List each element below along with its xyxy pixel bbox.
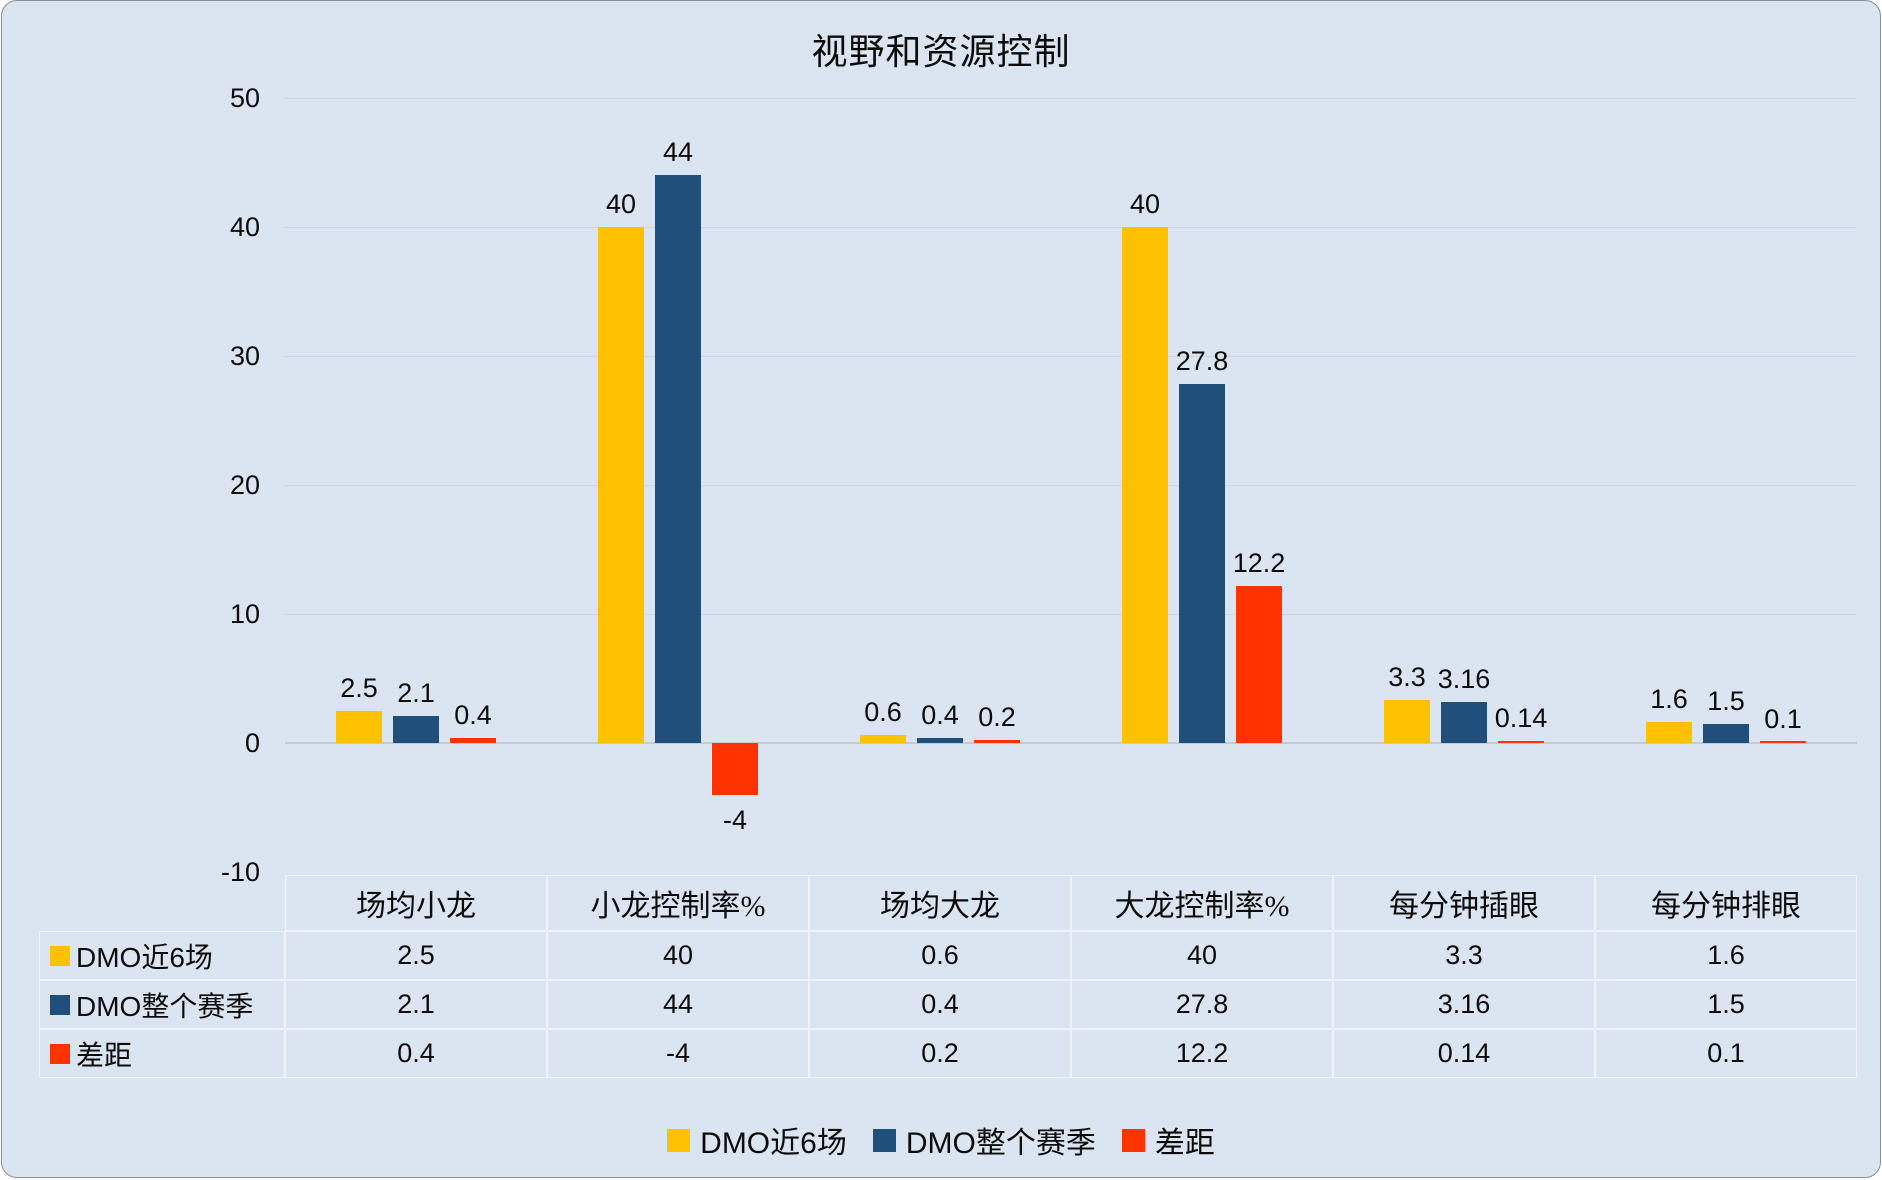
table-cell: 44: [547, 980, 809, 1029]
bar-value-label: 0.4: [921, 699, 959, 730]
bar-value-label: 40: [1129, 189, 1161, 219]
bar: [1441, 702, 1487, 743]
gridline: [285, 742, 1857, 744]
table-cell: 1.6: [1595, 931, 1857, 980]
legend-item: DMO近6场: [667, 1118, 847, 1162]
bar: [1703, 723, 1749, 743]
series-label: DMO整个赛季: [76, 990, 254, 1022]
table-cell: 40: [547, 931, 809, 980]
bar-value-label: 1.6: [1650, 684, 1688, 715]
series-label: 差距: [76, 1039, 133, 1071]
bar-value-label: 12.2: [1232, 547, 1286, 578]
table-cell: 0.1: [1595, 1029, 1857, 1078]
series-swatch: [50, 1043, 70, 1064]
bar-value-label: 0.4: [454, 699, 492, 730]
series-swatch: [50, 994, 70, 1015]
plot-area: 50 40 30 20 10 0 -10 2.5 2.1 0.4 40 44 -4 0.6 0.4 0.2 40…: [221, 83, 1857, 887]
bar: [860, 735, 906, 743]
bar-value-label: 0.6: [864, 697, 902, 728]
table-cell: 12.2: [1071, 1029, 1333, 1078]
table-header-cell: 每分钟插眼: [1333, 875, 1595, 931]
bar: [1498, 741, 1544, 743]
legend-swatch: [872, 1128, 896, 1152]
legend-item: DMO整个赛季: [872, 1118, 1096, 1162]
bar: [917, 737, 963, 743]
data-table: 场均小龙 小龙控制率% 场均大龙 大龙控制率% 每分钟插眼 每分钟排眼 DMO近6场 2.5 4…: [39, 875, 1857, 1078]
legend-label: DMO近6场: [700, 1127, 847, 1160]
legend-item: 差距: [1121, 1118, 1215, 1162]
gridline: [285, 98, 1857, 99]
table-header-cell: 场均大龙: [809, 875, 1071, 931]
legend-label: 差距: [1154, 1127, 1215, 1160]
bar-value-label: 2.5: [340, 672, 378, 703]
table-corner-cell: [39, 875, 285, 931]
y-tick-label: 50: [229, 83, 260, 113]
y-tick-label: 20: [229, 470, 260, 500]
series-swatch: [50, 945, 70, 966]
bar-value-label: 3.16: [1437, 664, 1491, 695]
bar: [598, 227, 644, 743]
table-cell: 0.2: [809, 1029, 1071, 1078]
bar-value-label: 44: [662, 137, 694, 168]
table-cell: 0.14: [1333, 1029, 1595, 1078]
bar-value-label: 0.14: [1494, 703, 1548, 734]
bar: [1646, 722, 1692, 743]
bar-value-label: 0.2: [978, 702, 1016, 733]
y-tick-label: 30: [229, 341, 260, 371]
legend-label: DMO整个赛季: [905, 1127, 1096, 1160]
table-cell: -4: [547, 1029, 809, 1078]
y-tick-label: -10: [220, 857, 260, 887]
legend-swatch: [667, 1128, 691, 1152]
table-header-cell: 小龙控制率%: [547, 875, 809, 931]
legend: DMO近6场 DMO整个赛季 差距: [2, 1115, 1880, 1165]
bar-value-label: 2.1: [397, 677, 435, 708]
table-cell: 3.16: [1333, 980, 1595, 1029]
table-cell: 0.4: [285, 1029, 547, 1078]
table-cell: 0.4: [809, 980, 1071, 1029]
y-tick-label: 10: [229, 599, 260, 629]
bar-value-label: 27.8: [1175, 346, 1229, 377]
series-label-cell: DMO整个赛季: [39, 980, 285, 1029]
table-cell: 2.5: [285, 931, 547, 980]
y-tick-label: 0: [244, 728, 260, 758]
bar-value-label: -4: [722, 804, 748, 835]
table-header-cell: 每分钟排眼: [1595, 875, 1857, 931]
bar-value-label: 0.1: [1764, 703, 1802, 734]
table-cell: 2.1: [285, 980, 547, 1029]
gridline: [285, 227, 1857, 228]
table-cell: 40: [1071, 931, 1333, 980]
series-label: DMO近6场: [76, 941, 213, 973]
bar: [1179, 384, 1225, 743]
chart-title: 视野和资源控制: [811, 32, 1071, 72]
bar: [974, 740, 1020, 743]
gridline: [285, 485, 1857, 486]
bar: [1122, 227, 1168, 743]
bar: [336, 710, 382, 743]
bar: [655, 175, 701, 743]
bar: [450, 737, 496, 743]
legend-swatch: [1121, 1128, 1145, 1152]
series-label-cell: DMO近6场: [39, 931, 285, 980]
bar: [1236, 585, 1282, 743]
table-cell: 0.6: [809, 931, 1071, 980]
table-cell: 3.3: [1333, 931, 1595, 980]
bar-value-label: 3.3: [1388, 662, 1426, 693]
y-tick-label: 40: [229, 212, 260, 242]
bar: [1384, 700, 1430, 743]
bar: [393, 715, 439, 743]
table-header-cell: 场均小龙: [285, 875, 547, 931]
gridline: [285, 614, 1857, 615]
bar-value-label: 40: [605, 189, 637, 219]
table-header-cell: 大龙控制率%: [1071, 875, 1333, 931]
bar: [712, 743, 758, 795]
table-cell: 1.5: [1595, 980, 1857, 1029]
gridline: [285, 356, 1857, 357]
bar: [1760, 741, 1806, 743]
series-label-cell: 差距: [39, 1029, 285, 1078]
table-cell: 27.8: [1071, 980, 1333, 1029]
bar-value-label: 1.5: [1707, 685, 1745, 716]
